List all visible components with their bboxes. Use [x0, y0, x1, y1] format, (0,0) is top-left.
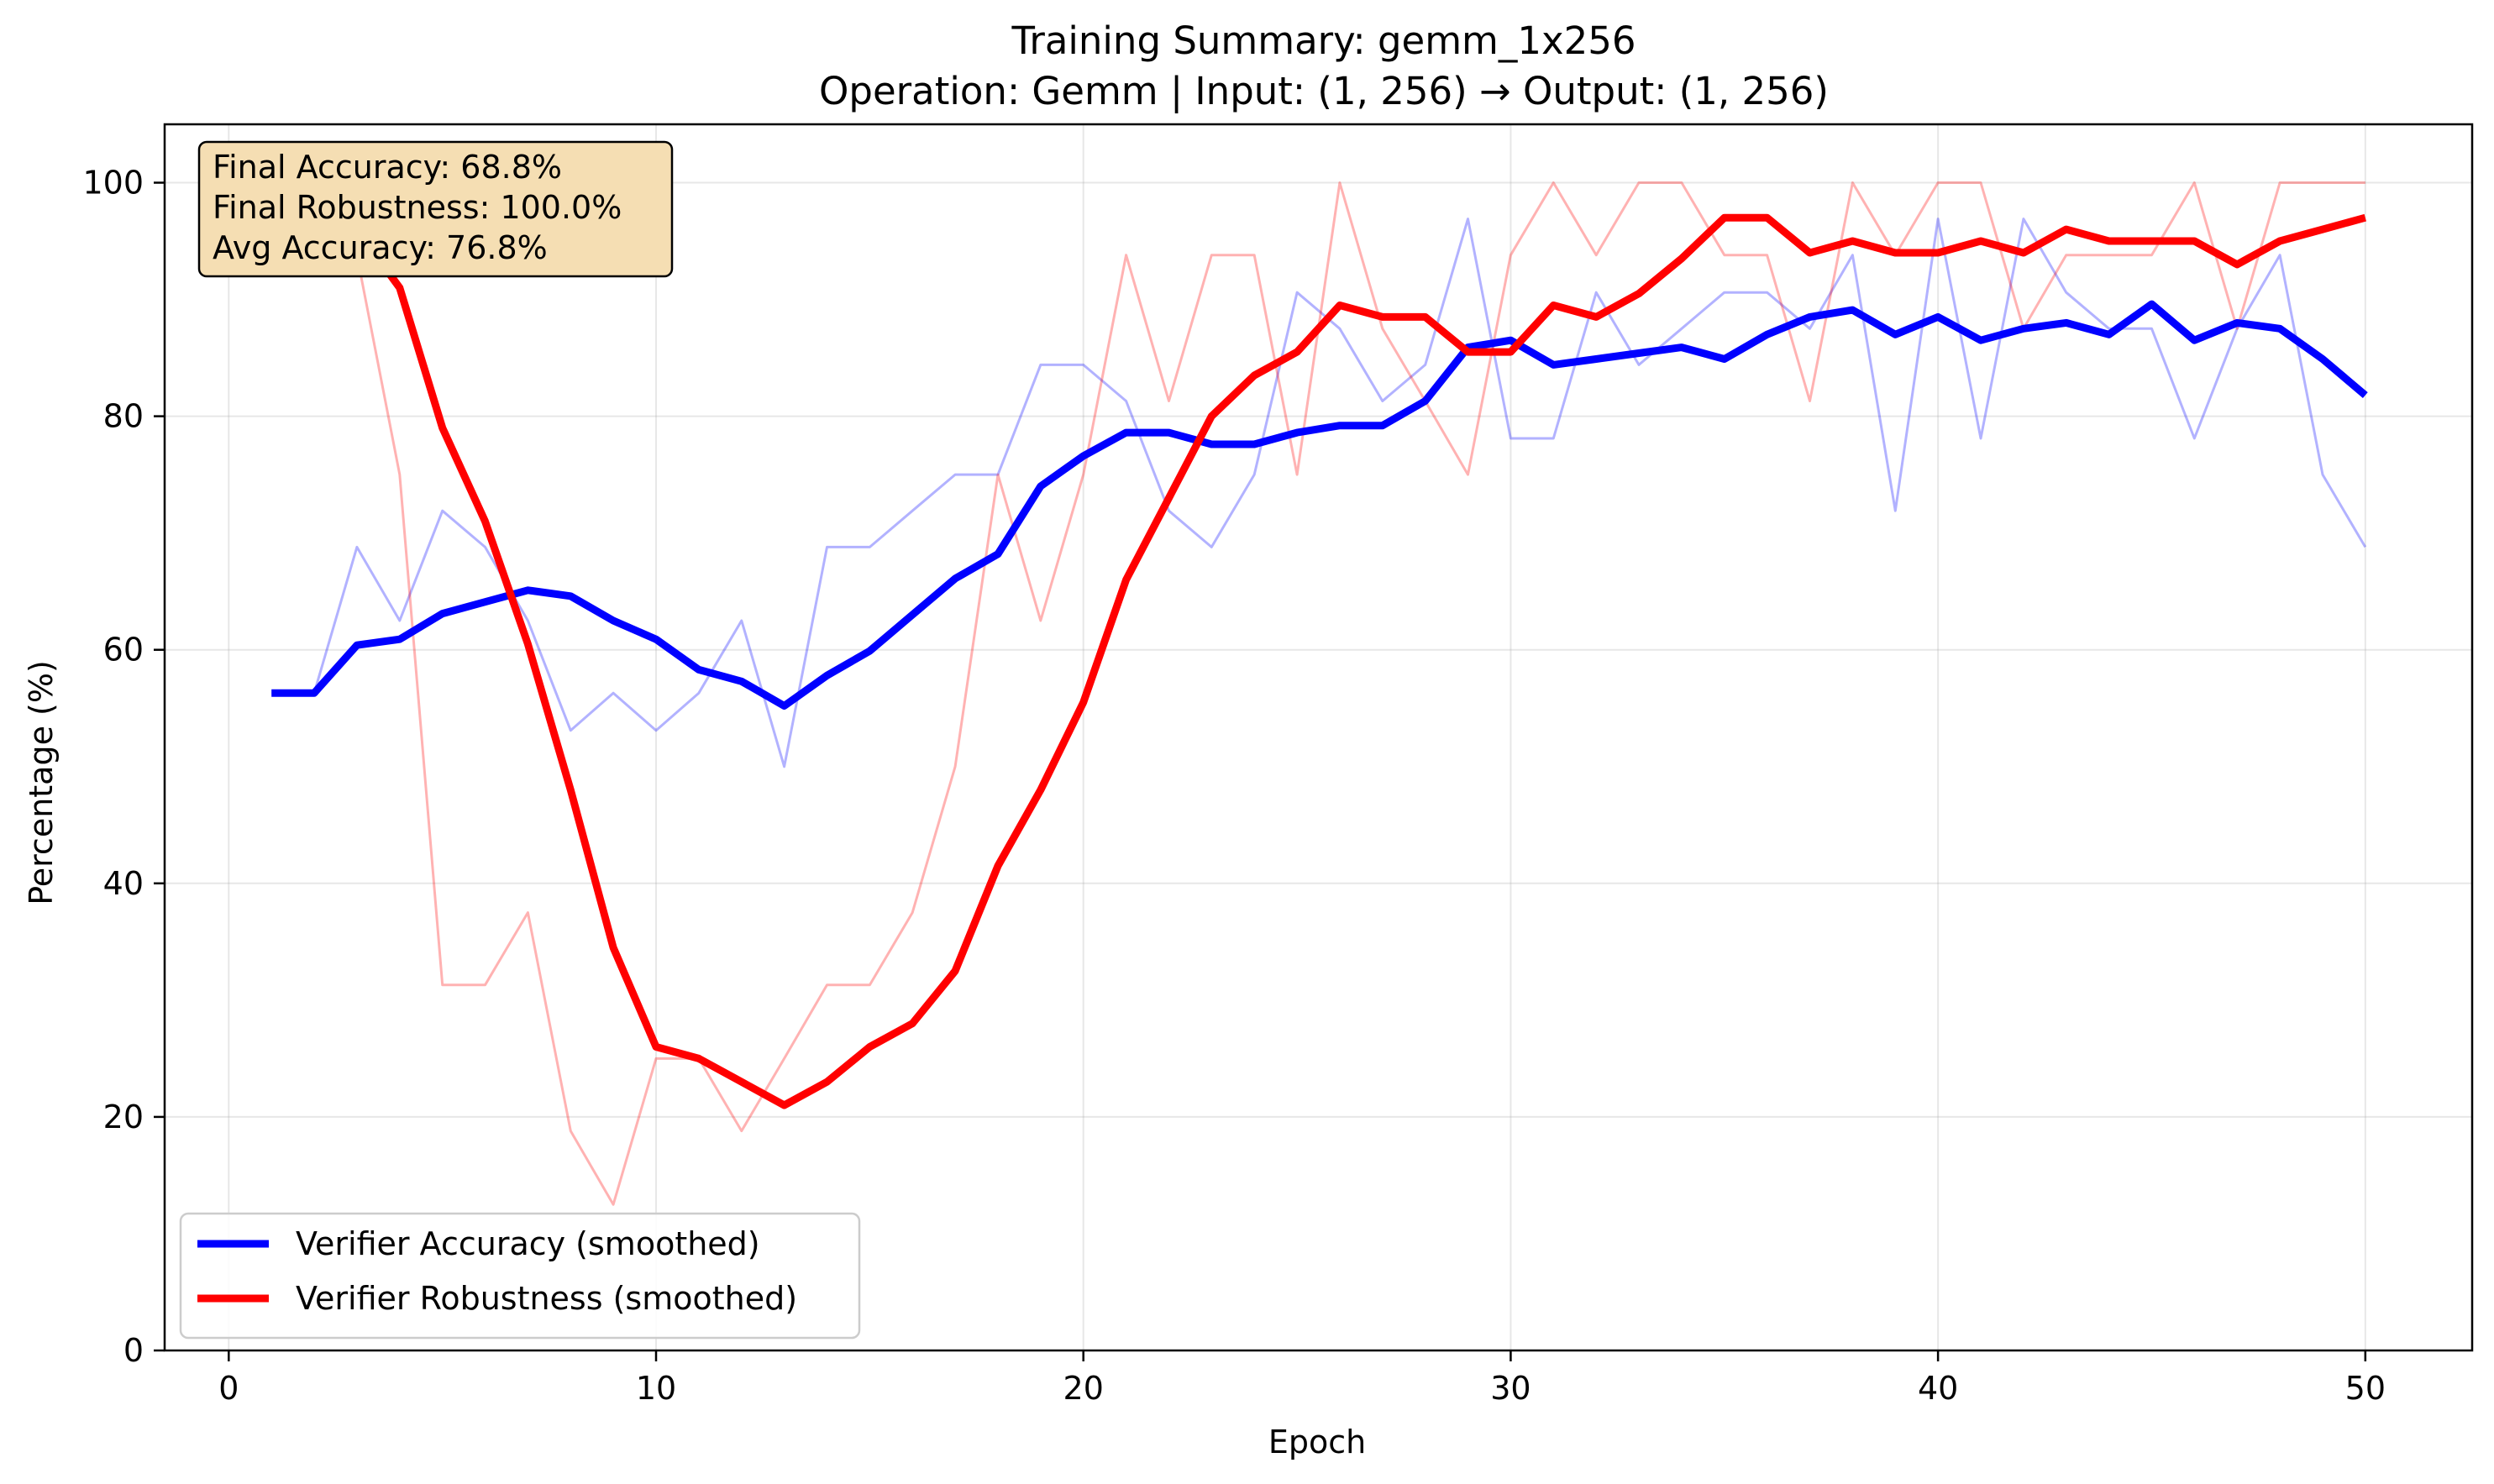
x-axis-label: Epoch [1268, 1424, 1366, 1460]
ticks: 0 10 20 30 40 50 0 20 40 60 80 100 [82, 165, 2386, 1407]
y-tick-label: 40 [103, 865, 144, 902]
plot-frame [163, 123, 2474, 1352]
series-line-verifier-accuracy-smoothed [271, 300, 2368, 710]
x-tick-label: 50 [2345, 1370, 2386, 1407]
legend-label-robustness: Verifier Robustness (smoothed) [296, 1280, 797, 1317]
y-axis-label: Percentage (%) [23, 660, 60, 905]
chart-subtitle: Operation: Gemm | Input: (1, 256) → Outp… [819, 69, 1829, 113]
x-tick-label: 0 [218, 1370, 239, 1407]
series-line-verifier-robustness-smoothed [269, 180, 2366, 1109]
y-tick-label: 80 [103, 398, 144, 435]
series-line-verifier-accuracy-raw [271, 218, 2367, 768]
annotation-box [197, 140, 674, 278]
annotation-final-accuracy: Final Accuracy: 68.8% [213, 149, 562, 186]
x-tick-label: 40 [1918, 1370, 1958, 1407]
y-tick-label: 60 [103, 632, 144, 669]
y-tick-label: 20 [103, 1099, 144, 1135]
legend: Verifier Accuracy (smoothed) Verifier Ro… [179, 1212, 861, 1340]
smoothed-series-layer [269, 180, 2368, 1109]
x-tick-label: 10 [636, 1370, 676, 1407]
annotation-final-robustness: Final Robustness: 100.0% [213, 189, 622, 226]
annotation-avg-accuracy: Avg Accuracy: 76.8% [213, 229, 548, 266]
y-tick-label: 0 [123, 1332, 144, 1369]
x-tick-label: 30 [1490, 1370, 1531, 1407]
legend-label-accuracy: Verifier Accuracy (smoothed) [296, 1225, 760, 1262]
chart-title: Training Summary: gemm_1x256 [1011, 18, 1636, 63]
summary-annotation: Final Accuracy: 68.8% Final Robustness: … [197, 140, 674, 278]
x-tick-label: 20 [1063, 1370, 1104, 1407]
legend-box [179, 1212, 861, 1340]
y-tick-label: 100 [82, 165, 144, 202]
